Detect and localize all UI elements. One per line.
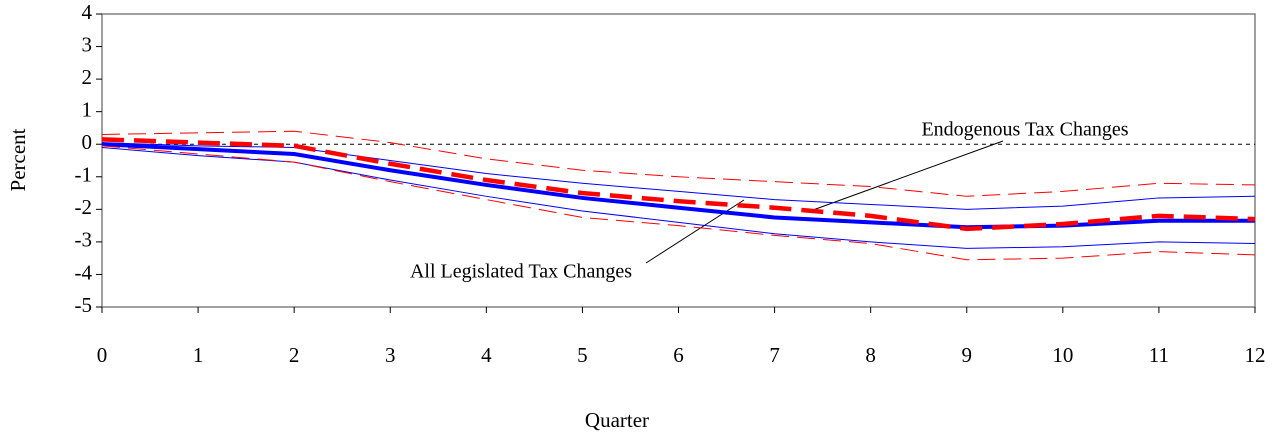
series-line bbox=[101, 146, 1256, 249]
x-tick-label: 12 bbox=[1245, 343, 1266, 367]
x-tick-label: 0 bbox=[97, 343, 108, 367]
x-tick-label: 1 bbox=[193, 343, 204, 367]
x-tick-label: 3 bbox=[385, 343, 396, 367]
series-line bbox=[101, 130, 1256, 197]
x-tick-label: 10 bbox=[1052, 343, 1073, 367]
series-line bbox=[101, 142, 1255, 230]
y-tick-label: 1 bbox=[82, 97, 93, 121]
series-annotation: All Legislated Tax Changes bbox=[410, 261, 632, 283]
y-tick-label: 4 bbox=[82, 0, 93, 24]
y-tick-label: -2 bbox=[75, 195, 93, 219]
x-tick-label: 8 bbox=[865, 343, 876, 367]
x-tick-label: 2 bbox=[289, 343, 300, 367]
y-tick-label: -4 bbox=[75, 260, 93, 284]
y-axis-label: Percent bbox=[6, 128, 30, 191]
y-tick-label: -1 bbox=[75, 163, 93, 187]
x-tick-label: 9 bbox=[962, 343, 973, 367]
y-tick-label: -5 bbox=[75, 293, 93, 317]
x-axis-label: Quarter bbox=[585, 408, 649, 432]
y-tick-label: 3 bbox=[82, 32, 93, 56]
x-tick-label: 4 bbox=[481, 343, 492, 367]
x-tick-label: 7 bbox=[769, 343, 780, 367]
x-tick-label: 5 bbox=[577, 343, 588, 367]
series-line bbox=[101, 145, 1256, 261]
y-tick-label: 0 bbox=[82, 130, 93, 154]
annotation-arrow bbox=[645, 199, 745, 264]
y-tick-label: -3 bbox=[75, 228, 93, 252]
y-tick-label: 2 bbox=[82, 65, 93, 89]
series-line bbox=[101, 137, 1256, 232]
x-tick-label: 6 bbox=[673, 343, 684, 367]
series-annotation: Endogenous Tax Changes bbox=[921, 119, 1128, 141]
x-tick-label: 11 bbox=[1149, 343, 1169, 367]
annotation-arrow bbox=[812, 140, 1004, 211]
